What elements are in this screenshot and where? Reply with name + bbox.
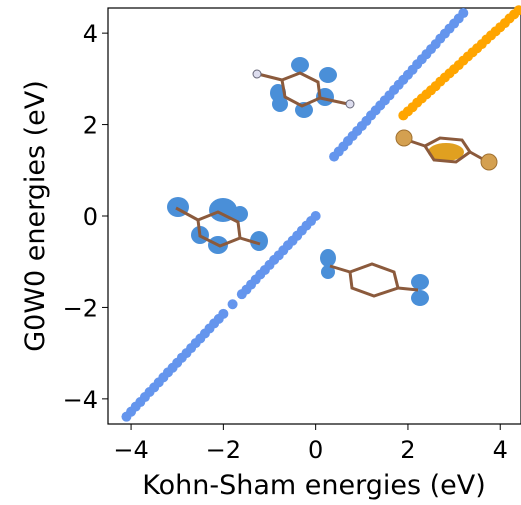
point <box>227 299 238 310</box>
molecule-left <box>167 197 268 254</box>
molecule-bottom <box>320 249 429 306</box>
y-tick-label: 4 <box>83 20 98 48</box>
x-tick-label: −4 <box>113 436 148 464</box>
x-axis-label: Kohn-Sham energies (eV) <box>142 470 486 501</box>
y-tick-label: −2 <box>63 294 98 322</box>
x-tick-label: −2 <box>206 436 241 464</box>
x-tick-label: 2 <box>400 436 415 464</box>
x-tick-label: 0 <box>308 436 323 464</box>
point <box>458 8 469 19</box>
point <box>218 308 229 319</box>
x-tick-label: 4 <box>493 436 508 464</box>
y-tick-label: 0 <box>83 203 98 231</box>
y-tick-label: −4 <box>63 386 98 414</box>
molecule-illustrations <box>167 57 498 306</box>
molecule-top <box>252 57 355 118</box>
y-axis-label: G0W0 energies (eV) <box>20 80 51 352</box>
molecule-orange <box>395 129 498 171</box>
point <box>310 211 321 221</box>
y-tick-label: 2 <box>83 112 98 140</box>
point <box>513 5 521 16</box>
